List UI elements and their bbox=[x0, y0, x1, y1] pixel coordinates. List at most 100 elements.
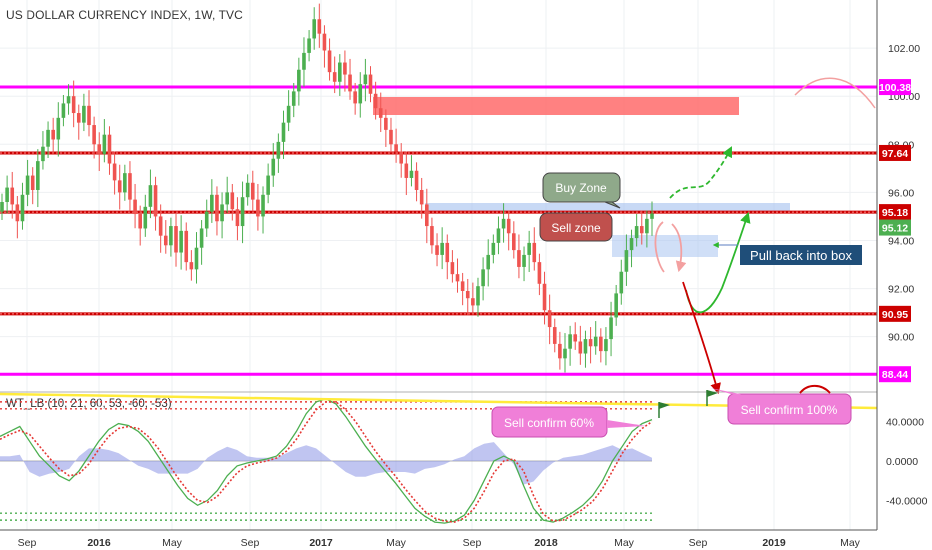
candle-body bbox=[599, 336, 603, 352]
candle-body bbox=[414, 170, 419, 190]
candle-body bbox=[563, 348, 567, 359]
time-tick-label: May bbox=[386, 537, 407, 549]
candle-body bbox=[56, 117, 61, 140]
oscillator-tick-label: 0.0000 bbox=[886, 456, 918, 468]
candle-body bbox=[0, 202, 4, 212]
oscillator-histogram bbox=[0, 442, 652, 485]
candle-body bbox=[322, 33, 327, 51]
candle-body bbox=[481, 269, 485, 287]
candle-body bbox=[230, 192, 235, 210]
candle-body bbox=[378, 108, 383, 118]
level-price-label: 97.64 bbox=[882, 148, 908, 160]
candle-body bbox=[578, 341, 583, 354]
candle-body bbox=[384, 117, 388, 130]
candle-body bbox=[302, 52, 306, 70]
candle-body bbox=[307, 38, 311, 53]
candle-body bbox=[455, 274, 460, 282]
time-tick-label: May bbox=[614, 537, 635, 549]
candle-body bbox=[36, 161, 40, 190]
candle-body bbox=[593, 336, 598, 347]
projection-down-arrow bbox=[682, 281, 721, 395]
candle-body bbox=[496, 228, 501, 243]
candle-body bbox=[82, 105, 86, 123]
candle-body bbox=[102, 134, 107, 154]
candle-body bbox=[158, 216, 163, 236]
price-tick-label: 102.00 bbox=[888, 43, 920, 55]
buy-zone-box bbox=[425, 203, 790, 211]
time-tick-label: Sep bbox=[463, 537, 482, 549]
level-price-label: 95.18 bbox=[882, 207, 908, 219]
candle-body bbox=[163, 235, 168, 246]
candle-body bbox=[220, 204, 224, 222]
time-tick-label: Sep bbox=[18, 537, 37, 549]
candle-body bbox=[153, 185, 158, 217]
candle-body bbox=[491, 242, 496, 255]
candle-body bbox=[271, 158, 276, 176]
oscillator-tick-label: -40.0000 bbox=[886, 495, 928, 507]
time-axis[interactable]: Sep 2016 May Sep 2017 May Sep 2018 May Sep 2019 May bbox=[18, 537, 861, 549]
candle-body bbox=[276, 141, 281, 159]
candle-body bbox=[245, 182, 250, 198]
candle-body bbox=[87, 105, 91, 126]
candle-body bbox=[604, 339, 608, 352]
sell-zone-label: Sell zone bbox=[539, 212, 613, 242]
candle-body bbox=[435, 245, 439, 255]
candle-body bbox=[419, 189, 424, 205]
level-price-badge bbox=[879, 204, 911, 221]
last-price-badge bbox=[879, 219, 911, 236]
candle-body bbox=[117, 180, 122, 193]
chart-title: US DOLLAR CURRENCY INDEX, 1W, TVC bbox=[6, 8, 243, 22]
candle-body bbox=[179, 230, 183, 253]
candle-body bbox=[76, 113, 81, 123]
level-price-badge bbox=[879, 305, 911, 322]
price-axis[interactable]: 90.0092.0094.0096.0098.00100.00102.00100… bbox=[879, 43, 920, 383]
candle-body bbox=[445, 242, 450, 263]
candle-body bbox=[634, 226, 639, 239]
candlesticks bbox=[0, 3, 654, 373]
candle-body bbox=[363, 74, 368, 85]
oscillator-axis[interactable]: 40.0000 0.0000 -40.0000 bbox=[886, 417, 928, 508]
candle-body bbox=[399, 151, 404, 164]
candle-body bbox=[460, 281, 465, 291]
time-tick-label: 2018 bbox=[534, 537, 558, 549]
candle-body bbox=[537, 262, 542, 284]
sell-confirm-100-text: Sell confirm 100% bbox=[741, 403, 838, 417]
candle-body bbox=[92, 125, 96, 145]
candle-body bbox=[465, 290, 470, 299]
candle-body bbox=[394, 144, 398, 152]
candle-body bbox=[199, 228, 204, 248]
candle-body bbox=[194, 247, 199, 270]
candle-body bbox=[256, 199, 260, 217]
candle-body bbox=[332, 72, 337, 82]
candle-body bbox=[312, 19, 317, 39]
candle-body bbox=[645, 218, 649, 234]
candle-body bbox=[261, 194, 265, 217]
time-tick-label: May bbox=[162, 537, 183, 549]
candle-body bbox=[291, 91, 296, 106]
candle-body bbox=[189, 262, 194, 270]
candle-body bbox=[10, 187, 15, 205]
candle-body bbox=[358, 84, 363, 104]
candle-body bbox=[512, 233, 516, 251]
candle-body bbox=[143, 206, 148, 229]
candle-body bbox=[41, 146, 45, 162]
projection-recovery-arrow bbox=[685, 211, 751, 314]
oscillator-title: WT_LB (10, 21, 60, 53, -60, -53) bbox=[6, 398, 172, 410]
candle-body bbox=[486, 254, 491, 270]
candle-body bbox=[573, 334, 578, 342]
candle-body bbox=[169, 226, 173, 246]
candle-body bbox=[588, 339, 593, 347]
time-tick-label: 2017 bbox=[309, 537, 333, 549]
candle-body bbox=[522, 254, 526, 267]
candle-body bbox=[204, 211, 209, 229]
time-tick-label: Sep bbox=[241, 537, 260, 549]
candle-body bbox=[527, 242, 531, 255]
candle-body bbox=[471, 298, 475, 306]
candle-body bbox=[184, 230, 189, 263]
candle-body bbox=[547, 310, 552, 328]
price-tick-label: 94.00 bbox=[888, 235, 914, 247]
candle-body bbox=[133, 199, 137, 215]
level-price-label: 90.95 bbox=[882, 309, 908, 321]
candle-body bbox=[409, 170, 414, 178]
